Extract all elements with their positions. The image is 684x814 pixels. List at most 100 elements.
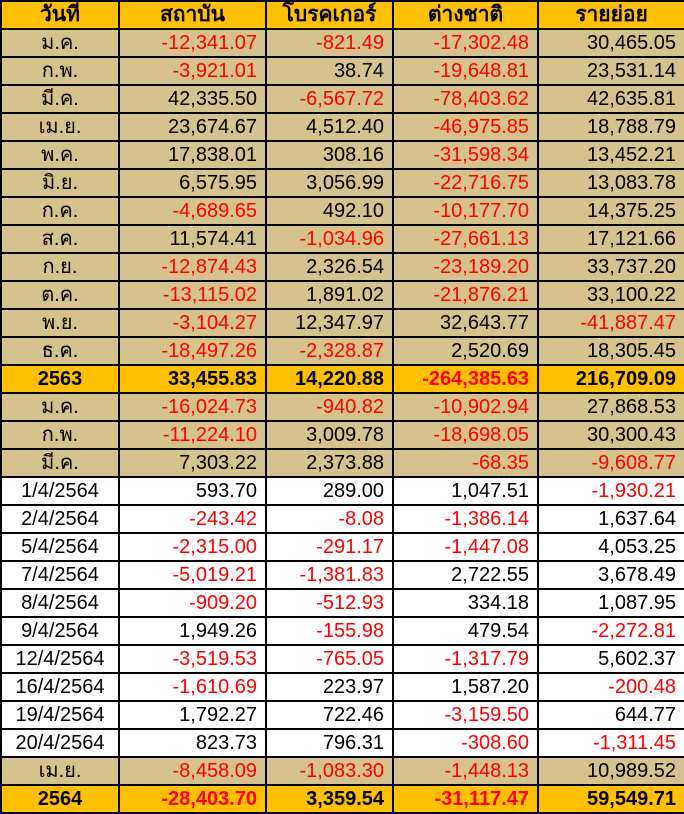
row-label: พ.ย.: [0, 308, 120, 338]
column-header-0: วันที่: [0, 0, 120, 30]
value-cell: -8,458.09: [118, 756, 267, 786]
value-cell: 38.74: [265, 56, 394, 86]
value-cell: -1,447.08: [392, 532, 539, 562]
column-header-4: รายย่อย: [537, 0, 684, 30]
row-label: 16/4/2564: [0, 672, 120, 702]
value-cell: 1,949.26: [118, 616, 267, 646]
value-cell: -4,689.65: [118, 196, 267, 226]
value-cell: -11,224.10: [118, 420, 267, 450]
value-cell: 1,637.64: [537, 504, 684, 534]
value-cell: 1,047.51: [392, 476, 539, 506]
value-cell: -3,921.01: [118, 56, 267, 86]
value-cell: 644.77: [537, 700, 684, 730]
row-label: ก.ย.: [0, 252, 120, 282]
value-cell: 2,520.69: [392, 336, 539, 366]
value-cell: 492.10: [265, 196, 394, 226]
total-row: 2563 33,455.83 14,220.88 -264,385.63 216,709…: [0, 364, 684, 394]
table-row: พ.ย. -3,104.27 12,347.97 32,643.77 -41,887.4…: [0, 308, 684, 338]
value-cell: -3,104.27: [118, 308, 267, 338]
table-row: 5/4/2564 -2,315.00 -291.17 -1,447.08 4,053.2…: [0, 532, 684, 562]
value-cell: 2,722.55: [392, 560, 539, 590]
table-row: 16/4/2564 -1,610.69 223.97 1,587.20 -200.48: [0, 672, 684, 702]
row-label: ต.ค.: [0, 280, 120, 310]
value-cell: -2,315.00: [118, 532, 267, 562]
value-cell: -1,381.83: [265, 560, 394, 590]
value-cell: -16,024.73: [118, 392, 267, 422]
table-row: ต.ค. -13,115.02 1,891.02 -21,876.21 33,100.2…: [0, 280, 684, 310]
value-cell: 10,989.52: [537, 756, 684, 786]
value-cell: 17,838.01: [118, 140, 267, 170]
table-body: ม.ค. -12,341.07 -821.49 -17,302.48 30,465.05…: [0, 28, 684, 814]
row-label: 8/4/2564: [0, 588, 120, 618]
value-cell: 823.73: [118, 728, 267, 758]
value-cell: 334.18: [392, 588, 539, 618]
row-label: มิ.ย.: [0, 168, 120, 198]
value-cell: 722.46: [265, 700, 394, 730]
value-cell: 216,709.09: [537, 364, 684, 394]
value-cell: 14,220.88: [265, 364, 394, 394]
value-cell: -31,598.34: [392, 140, 539, 170]
value-cell: -308.60: [392, 728, 539, 758]
value-cell: 3,359.54: [265, 784, 394, 814]
value-cell: -27,661.13: [392, 224, 539, 254]
row-label: พ.ค.: [0, 140, 120, 170]
header-row: วันที่ สถาบัน โบรคเกอร์ ต่างชาติ รายย่อย: [0, 0, 684, 30]
value-cell: -2,328.87: [265, 336, 394, 366]
column-header-2: โบรคเกอร์: [265, 0, 394, 30]
table-row: ม.ค. -16,024.73 -940.82 -10,902.94 27,868.53: [0, 392, 684, 422]
value-cell: -41,887.47: [537, 308, 684, 338]
value-cell: 3,678.49: [537, 560, 684, 590]
value-cell: -155.98: [265, 616, 394, 646]
value-cell: 18,305.45: [537, 336, 684, 366]
value-cell: 223.97: [265, 672, 394, 702]
value-cell: 33,455.83: [118, 364, 267, 394]
value-cell: 18,788.79: [537, 112, 684, 142]
value-cell: -10,177.70: [392, 196, 539, 226]
value-cell: -10,902.94: [392, 392, 539, 422]
value-cell: 1,891.02: [265, 280, 394, 310]
value-cell: -264,385.63: [392, 364, 539, 394]
value-cell: -18,497.26: [118, 336, 267, 366]
value-cell: -243.42: [118, 504, 267, 534]
table-row: 12/4/2564 -3,519.53 -765.05 -1,317.79 5,602.…: [0, 644, 684, 674]
value-cell: -46,975.85: [392, 112, 539, 142]
value-cell: 1,087.95: [537, 588, 684, 618]
row-label: 9/4/2564: [0, 616, 120, 646]
row-label: เม.ย.: [0, 112, 120, 142]
value-cell: 4,512.40: [265, 112, 394, 142]
value-cell: 2,373.88: [265, 448, 394, 478]
table-row: เม.ย. 23,674.67 4,512.40 -46,975.85 18,788.7…: [0, 112, 684, 142]
value-cell: 30,465.05: [537, 28, 684, 58]
value-cell: -68.35: [392, 448, 539, 478]
value-cell: -17,302.48: [392, 28, 539, 58]
table-row: ส.ค. 11,574.41 -1,034.96 -27,661.13 17,121.6…: [0, 224, 684, 254]
value-cell: -1,034.96: [265, 224, 394, 254]
value-cell: -8.08: [265, 504, 394, 534]
row-label: 12/4/2564: [0, 644, 120, 674]
value-cell: -3,159.50: [392, 700, 539, 730]
value-cell: 593.70: [118, 476, 267, 506]
table-header: วันที่ สถาบัน โบรคเกอร์ ต่างชาติ รายย่อย: [0, 0, 684, 30]
row-label: ม.ค.: [0, 392, 120, 422]
value-cell: 12,347.97: [265, 308, 394, 338]
row-label: 7/4/2564: [0, 560, 120, 590]
value-cell: -3,519.53: [118, 644, 267, 674]
row-label: 1/4/2564: [0, 476, 120, 506]
value-cell: -1,386.14: [392, 504, 539, 534]
value-cell: 13,452.21: [537, 140, 684, 170]
value-cell: -2,272.81: [537, 616, 684, 646]
column-header-3: ต่างชาติ: [392, 0, 539, 30]
value-cell: 27,868.53: [537, 392, 684, 422]
value-cell: -13,115.02: [118, 280, 267, 310]
value-cell: 59,549.71: [537, 784, 684, 814]
value-cell: 11,574.41: [118, 224, 267, 254]
table-row: 1/4/2564 593.70 289.00 1,047.51 -1,930.21: [0, 476, 684, 506]
value-cell: -5,019.21: [118, 560, 267, 590]
table-row: มี.ค. 7,303.22 2,373.88 -68.35 -9,608.77: [0, 448, 684, 478]
row-label: ก.ค.: [0, 196, 120, 226]
value-cell: 5,602.37: [537, 644, 684, 674]
value-cell: 289.00: [265, 476, 394, 506]
row-label: มี.ค.: [0, 84, 120, 114]
table-row: 2/4/2564 -243.42 -8.08 -1,386.14 1,637.64: [0, 504, 684, 534]
